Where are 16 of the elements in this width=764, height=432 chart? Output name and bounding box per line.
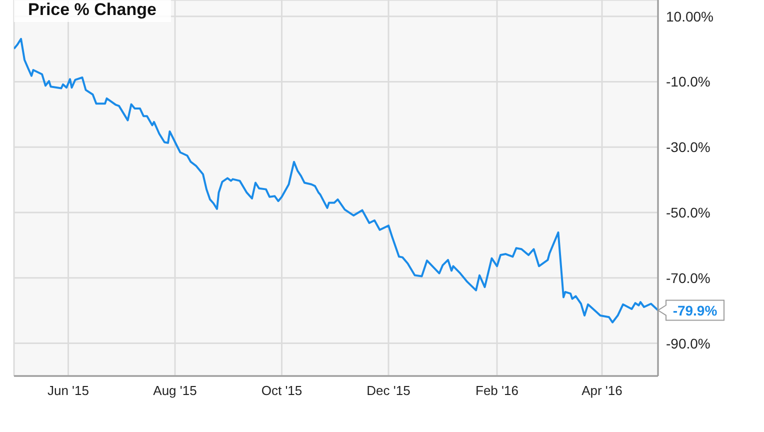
x-tick-label: Oct '15 — [261, 383, 302, 398]
x-tick-label: Feb '16 — [476, 383, 518, 398]
y-tick-label: 10.00% — [666, 8, 714, 24]
y-tick-label: -70.0% — [666, 270, 710, 286]
x-tick-label: Apr '16 — [582, 383, 622, 398]
x-tick-label: Jun '15 — [47, 383, 90, 398]
y-tick-label: -30.0% — [666, 139, 710, 156]
annotation: -79.9% — [672, 302, 718, 318]
y-tick-label: -90.0% — [666, 335, 710, 352]
x-tick-label: Dec '15 — [366, 383, 410, 398]
value-callout: -79.9% — [657, 300, 724, 321]
x-tick-label: Aug '15 — [153, 383, 197, 398]
y-tick-label: -10.0% — [666, 74, 710, 90]
chart-title: Price % Change — [14, 0, 170, 22]
line-series — [14, 38, 658, 324]
y-tick-label: -50.0% — [666, 204, 710, 220]
